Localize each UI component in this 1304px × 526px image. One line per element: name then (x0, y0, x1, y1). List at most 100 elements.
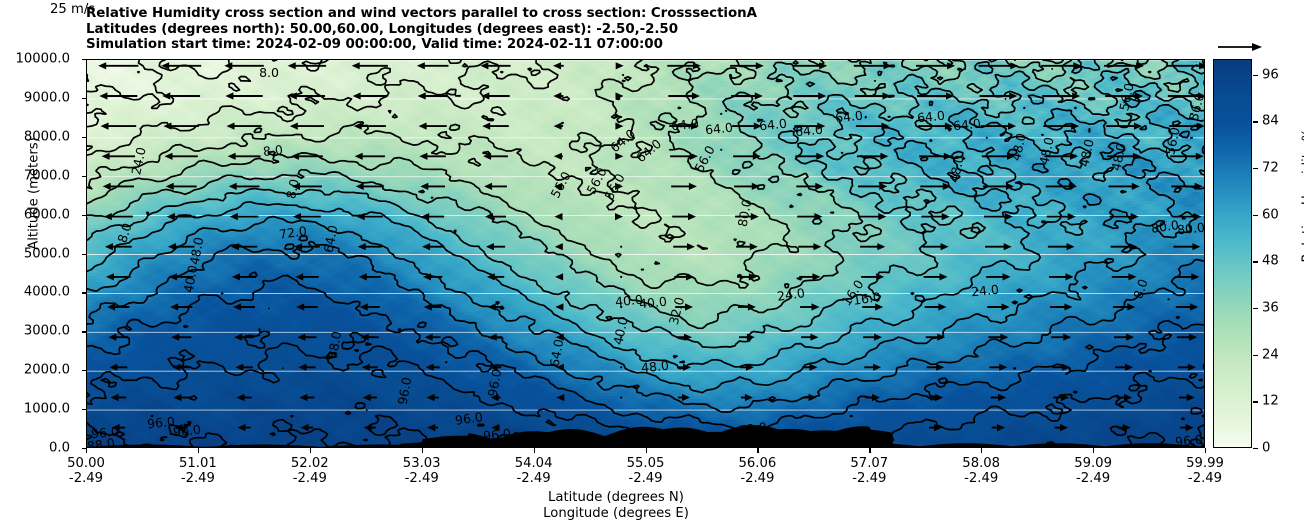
contour-label: 32.0 (666, 296, 687, 327)
colorbar-tick-label: 48 (1262, 254, 1279, 267)
contour-level-24 (87, 60, 709, 250)
y-tick-label: 4000.0 (24, 286, 70, 299)
x-tick-label: 54.04 -2.49 (515, 456, 553, 486)
contour-level-56 (87, 76, 1204, 370)
contour-label: 96.0 (146, 414, 175, 432)
x-tick-mark (645, 448, 647, 453)
contour-label: 88.0 (325, 330, 345, 360)
y-tick-label: 6000.0 (24, 208, 70, 221)
cross-section-plot: 8.0 24.0 8.0 8.0 8.0 48.0 72.0 64.0 40.0 88.0 96.0… (86, 59, 1205, 448)
wind-vector-key (1216, 38, 1304, 58)
x-tick-mark (981, 448, 983, 453)
contour-label: 56.0 (1186, 92, 1205, 123)
contour-label: 64.0 (916, 108, 945, 126)
colorbar-tick-mark (1253, 448, 1258, 450)
contour-label: 96.0 (454, 409, 484, 428)
y-tick-label: 10000.0 (15, 52, 70, 65)
y-tick-mark (82, 175, 87, 177)
contour-label: 48.0 (640, 358, 669, 376)
x-tick-label: 50.00 -2.49 (67, 456, 105, 486)
contour-label: 8.0 (283, 178, 302, 201)
colorbar-tick-label: 24 (1262, 348, 1279, 361)
contour-label: 48.0 (1036, 136, 1056, 166)
y-tick-label: 8000.0 (24, 130, 70, 143)
x-tick-label: 52.02 -2.49 (291, 456, 329, 486)
contour-label: 64.0 (704, 120, 733, 138)
x-tick-mark (421, 448, 423, 453)
x-tick-label: 55.05 -2.49 (627, 456, 665, 486)
colorbar-tick-label: 96 (1262, 68, 1279, 81)
plot-canvas: 8.0 24.0 8.0 8.0 8.0 48.0 72.0 64.0 40.0 88.0 96.0… (87, 60, 1204, 447)
contour-label: 72.0 (278, 223, 308, 242)
y-tick-mark (82, 214, 87, 216)
y-tick-mark (82, 370, 87, 372)
title-line-1: Relative Humidity cross section and wind… (86, 6, 1196, 22)
x-tick-mark (86, 448, 88, 453)
y-tick-label: 0.0 (49, 441, 70, 454)
contour-label: 64.0 (834, 108, 863, 126)
x-tick-label: 57.07 -2.49 (850, 456, 888, 486)
y-tick-mark (82, 136, 87, 139)
contour-label: 80.0 (1176, 220, 1205, 238)
contour-label: 80.0 (735, 198, 755, 228)
contour-label: 8.0 (259, 65, 279, 80)
contour-label: 40.0 (614, 292, 643, 310)
colorbar-tick-label: 0 (1262, 441, 1270, 454)
terrain-fill (87, 425, 1204, 447)
x-tick-mark (1205, 448, 1207, 453)
contour-label: 40.0 (638, 294, 667, 312)
title-line-2: Latitudes (degrees north): 50.00,60.00, … (86, 22, 1196, 38)
contour-level-8 (87, 60, 329, 128)
y-tick-mark (82, 409, 87, 411)
contour-label: 56.0 (1162, 126, 1182, 156)
y-tick-label: 9000.0 (24, 91, 70, 104)
colorbar-tick-mark (1253, 261, 1258, 263)
contour-label: 48.0 (187, 236, 207, 266)
x-tick-label: 51.01 -2.49 (179, 456, 217, 486)
contour-label: 64.0 (547, 338, 567, 368)
contour-label: 24.0 (128, 146, 148, 176)
colorbar-tick-mark (1253, 167, 1258, 170)
y-tick-mark (82, 59, 87, 61)
y-tick-mark (82, 253, 87, 255)
contour-label: 16.0 (852, 289, 882, 308)
contour-label: 40.0 (181, 264, 201, 294)
title-line-3: Simulation start time: 2024-02-09 00:00:… (86, 37, 1196, 53)
colorbar-tick-label: 60 (1262, 208, 1279, 221)
contour-label: 8.0 (262, 142, 283, 159)
contour-label: 8.0 (114, 221, 134, 245)
x-tick-label: 53.03 -2.49 (403, 456, 441, 486)
colorbar-tick-mark (1253, 354, 1258, 356)
y-tick-label: 1000.0 (24, 402, 70, 415)
y-tick-mark (82, 97, 87, 100)
contour-label: 24.0 (970, 282, 999, 300)
wind-key-label: 25 m/s (50, 2, 95, 17)
colorbar-gradient (1214, 60, 1251, 447)
x-tick-mark (869, 448, 871, 453)
x-axis-label-longitude: Longitude (degrees E) (416, 506, 816, 521)
y-tick-mark (82, 448, 87, 450)
contour-label: 64.0 (321, 224, 341, 254)
y-tick-label: 2000.0 (24, 363, 70, 376)
y-tick-label: 5000.0 (24, 247, 70, 260)
contour-label: 24.0 (776, 285, 806, 304)
colorbar-tick-mark (1253, 121, 1258, 123)
x-tick-mark (533, 448, 535, 453)
x-tick-label: 58.08 -2.49 (962, 456, 1000, 486)
terrain-silhouette (87, 425, 1204, 447)
x-tick-mark (757, 448, 759, 453)
x-tick-mark (309, 448, 312, 453)
contour-label: 64.0 (952, 116, 981, 134)
colorbar (1213, 59, 1252, 448)
contour-label: 64.0 (758, 116, 787, 134)
contour-level-72 (87, 235, 1204, 413)
contour-label: 40.0 (610, 316, 630, 346)
contour-label: 48.0 (1076, 138, 1096, 168)
contour-level-40 (87, 60, 1190, 330)
contour-label: 48.0 (1008, 132, 1028, 162)
colorbar-tick-label: 72 (1262, 161, 1279, 174)
colorbar-tick-label: 84 (1262, 114, 1279, 127)
contour-level-64 (87, 124, 1204, 394)
contour-label: 88.0 (87, 435, 116, 448)
colorbar-tick-label: 12 (1262, 395, 1279, 408)
